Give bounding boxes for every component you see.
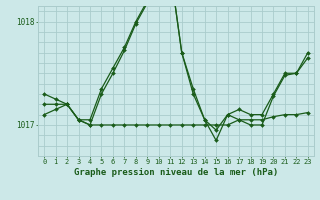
X-axis label: Graphe pression niveau de la mer (hPa): Graphe pression niveau de la mer (hPa) [74, 168, 278, 177]
